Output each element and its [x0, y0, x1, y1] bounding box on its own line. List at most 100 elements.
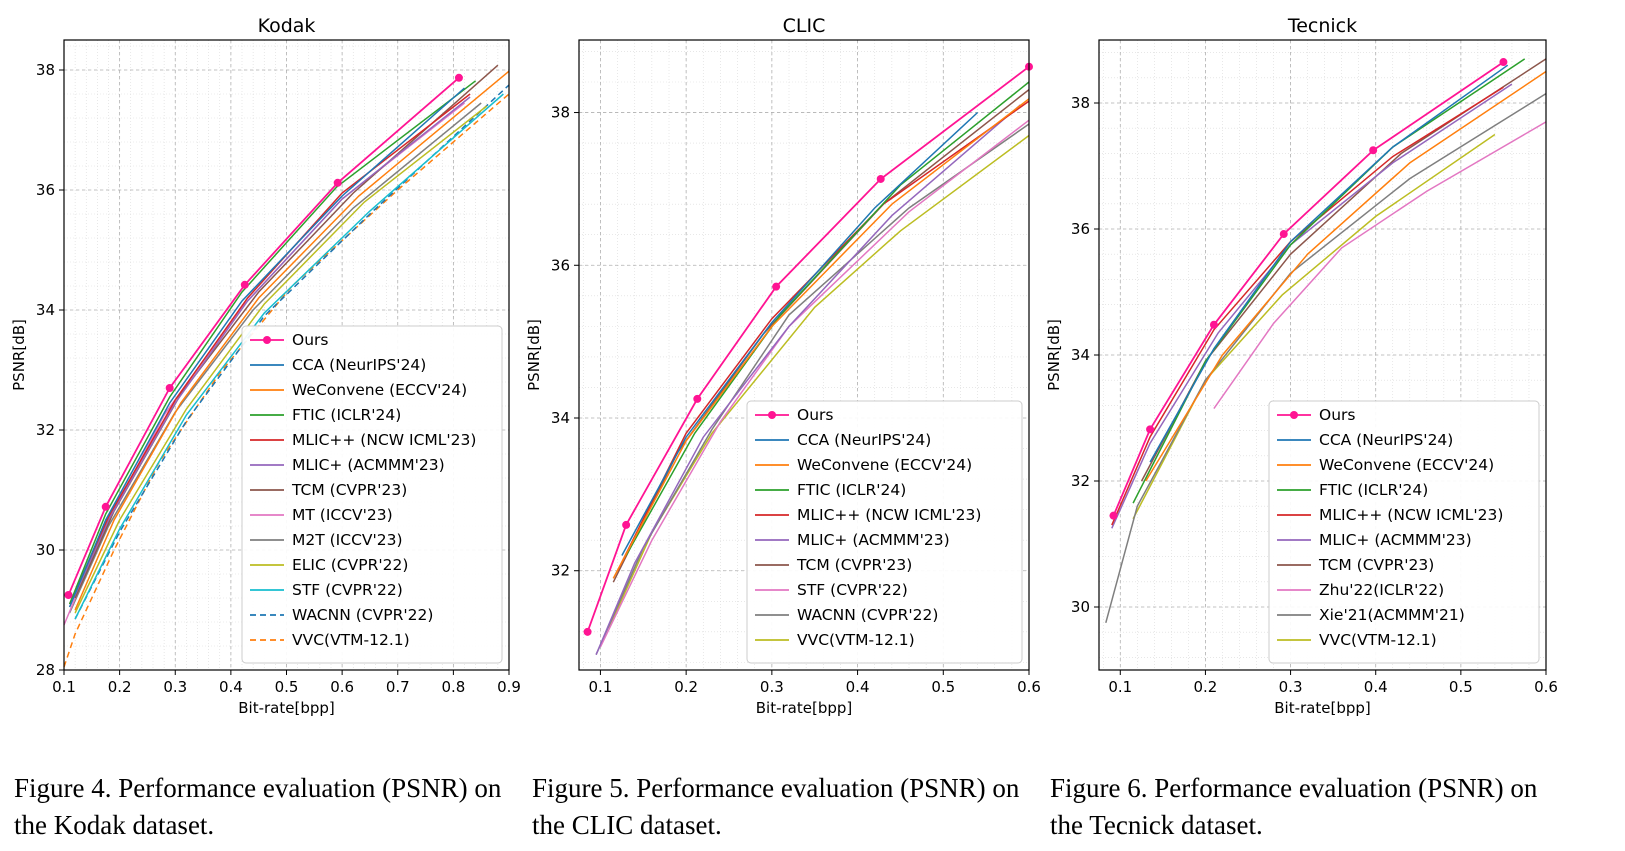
- legend: Ours CCA (NeurIPS'24) WeConvene (ECCV'24) F…: [241, 325, 503, 664]
- x-tick-label: 0.4: [1364, 678, 1388, 696]
- series-line: [1111, 86, 1504, 526]
- series-point: [101, 502, 110, 511]
- legend-label: WeConvene (ECCV'24): [1319, 456, 1494, 474]
- series-point: [876, 174, 885, 183]
- series-point: [240, 280, 249, 289]
- y-tick-label: 30: [36, 541, 55, 559]
- plot-frame: [63, 39, 510, 671]
- legend-label: MLIC++ (NCW ICML'23): [292, 431, 476, 449]
- series-line: [68, 87, 465, 608]
- series-line: [1132, 133, 1496, 520]
- legend-label: STF (CVPR'22): [797, 581, 908, 599]
- series-line: [1132, 58, 1526, 504]
- series-point: [1369, 146, 1378, 155]
- legend-label: Xie'21(ACMMM'21): [1319, 606, 1465, 624]
- plot-frame: [1098, 39, 1547, 671]
- y-tick-label: 34: [551, 409, 570, 427]
- legend-label: TCM (CVPR'23): [1318, 556, 1434, 574]
- y-axis-label: PSNR[dB]: [1045, 319, 1063, 391]
- series-line: [74, 105, 488, 614]
- series-point: [1109, 511, 1118, 520]
- y-tick-label: 32: [1071, 472, 1090, 490]
- legend-marker: [1290, 411, 1298, 419]
- legend-label: Zhu'22(ICLR'22): [1319, 581, 1444, 599]
- legend-label: MLIC+ (ACMMM'23): [1319, 531, 1472, 549]
- series-point: [772, 282, 781, 291]
- caption-figure-4: Figure 4. Performance evaluation (PSNR) …: [14, 773, 502, 840]
- x-tick-label: 0.5: [275, 678, 299, 696]
- series-line: [612, 98, 1030, 579]
- legend-label: CCA (NeurIPS'24): [1319, 431, 1453, 449]
- x-axis-label: Bit-rate[bpp]: [756, 699, 853, 717]
- series-point: [1499, 58, 1508, 67]
- series-line: [1149, 64, 1509, 463]
- series-line: [68, 96, 471, 608]
- legend-label: Ours: [797, 406, 833, 424]
- legend-label: MLIC+ (ACMMM'23): [797, 531, 950, 549]
- series-point: [693, 394, 702, 403]
- legend-label: VVC(VTM-12.1): [292, 631, 410, 649]
- series-point: [165, 384, 174, 392]
- series-line: [67, 77, 460, 596]
- x-tick-label: 0.1: [588, 678, 612, 696]
- legend-label: STF (CVPR'22): [292, 581, 403, 599]
- series-group: [583, 62, 1033, 656]
- y-axis-label: PSNR[dB]: [10, 319, 28, 391]
- series-line: [63, 93, 510, 668]
- clic-chart: 0.1 0.2 0.3 0.4 0.5 0.6 32 34 36 38 CLIC Bit-rate[b…: [525, 15, 1041, 717]
- x-tick-label: 0.3: [1279, 678, 1303, 696]
- figure-row: 0.1 0.2 0.3 0.4 0.5 0.6 0.7 0.8 0.9 28 30 32 34 36 38 K…: [10, 15, 1558, 717]
- x-axis-label: Bit-rate[bpp]: [1274, 699, 1371, 717]
- legend-label: WACNN (CVPR'22): [292, 606, 433, 624]
- caption-figure-5: Figure 5. Performance evaluation (PSNR) …: [532, 773, 1020, 840]
- y-tick-label: 38: [36, 61, 55, 79]
- series-point: [333, 178, 342, 187]
- x-tick-label: 0.6: [1017, 678, 1041, 696]
- legend-label: VVC(VTM-12.1): [797, 631, 915, 649]
- legend-label: FTIC (ICLR'24): [292, 406, 401, 424]
- series-line: [595, 104, 1021, 655]
- plot-frame: [578, 39, 1030, 671]
- series-line: [625, 81, 1030, 556]
- series-line: [1105, 92, 1547, 623]
- legend-label: WeConvene (ECCV'24): [797, 456, 972, 474]
- x-tick-label: 0.3: [163, 678, 187, 696]
- legend: Ours CCA (NeurIPS'24) WeConvene (ECCV'24) F…: [1268, 400, 1540, 664]
- y-tick-label: 36: [36, 181, 55, 199]
- y-tick-label: 28: [36, 661, 55, 679]
- legend-label: TCM (CVPR'23): [796, 556, 912, 574]
- series-line: [68, 80, 477, 605]
- series-group: [63, 64, 510, 668]
- x-tick-label: 0.3: [760, 678, 784, 696]
- x-tick-label: 0.1: [1108, 678, 1132, 696]
- chart-title: Tecnick: [1287, 15, 1357, 37]
- legend-label: MLIC+ (ACMMM'23): [292, 456, 445, 474]
- legend-label: WACNN (CVPR'22): [797, 606, 938, 624]
- series-group: [1105, 58, 1547, 623]
- y-tick-label: 34: [36, 301, 55, 319]
- x-tick-label: 0.2: [108, 678, 132, 696]
- series-line: [1145, 70, 1547, 482]
- legend-box: [1268, 400, 1540, 664]
- chart-title: Kodak: [258, 15, 316, 37]
- y-tick-label: 38: [1071, 94, 1090, 112]
- series-point: [1146, 425, 1155, 434]
- series-line: [599, 119, 1030, 648]
- series-point: [622, 520, 631, 529]
- legend-marker: [768, 411, 776, 419]
- x-tick-label: 0.7: [386, 678, 410, 696]
- series-line: [1112, 61, 1504, 517]
- legend-label: TCM (CVPR'23): [291, 481, 407, 499]
- legend-label: CCA (NeurIPS'24): [292, 356, 426, 374]
- series-line: [68, 102, 482, 614]
- series-point: [64, 591, 73, 599]
- series-line: [1213, 121, 1547, 410]
- series-line: [74, 93, 504, 620]
- x-tick-label: 0.6: [1534, 678, 1558, 696]
- x-tick-label: 0.2: [674, 678, 698, 696]
- series-line: [621, 111, 979, 556]
- y-tick-label: 36: [551, 256, 570, 274]
- x-tick-label: 0.9: [497, 678, 521, 696]
- legend-label: CCA (NeurIPS'24): [797, 431, 931, 449]
- legend-label: FTIC (ICLR'24): [1319, 481, 1428, 499]
